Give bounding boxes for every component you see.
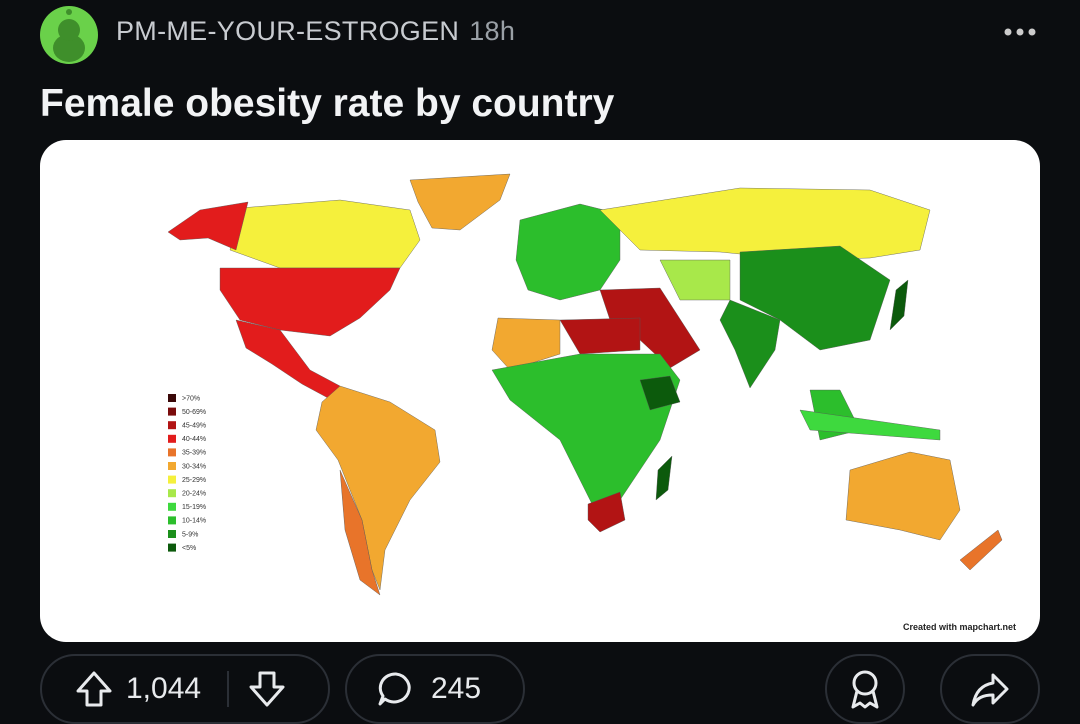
more-options[interactable] xyxy=(1000,22,1040,42)
legend-swatch xyxy=(168,502,176,511)
legend-label: 45-49% xyxy=(182,423,206,430)
legend-label: 5-9% xyxy=(182,531,198,538)
legend-label: 10-14% xyxy=(182,518,206,525)
legend-label: >70% xyxy=(182,395,200,402)
legend-swatch xyxy=(168,434,176,443)
legend-swatch xyxy=(168,516,176,525)
legend-label: 20-24% xyxy=(182,491,206,498)
legend-swatch xyxy=(168,489,176,498)
award-icon xyxy=(851,670,879,709)
legend-swatch xyxy=(168,475,176,484)
share-button[interactable] xyxy=(940,654,1040,724)
upvote-count: 1,044 xyxy=(126,672,202,705)
legend-swatch xyxy=(168,407,176,416)
legend-label: 15-19% xyxy=(182,504,206,511)
legend: >70% 50-69% 45-49% 40-44% 35-39% 30-34% 25-29%… xyxy=(168,394,206,552)
legend-swatch xyxy=(168,530,176,538)
legend-label: 30-34% xyxy=(182,463,206,470)
legend-swatch xyxy=(168,462,176,470)
legend-label: <5% xyxy=(182,545,196,552)
comment-count: 245 xyxy=(431,672,482,705)
award-button[interactable] xyxy=(825,654,905,724)
legend-label: 35-39% xyxy=(182,450,206,457)
share-icon xyxy=(971,673,1009,707)
author-name[interactable]: PM-ME-YOUR-ESTROGEN xyxy=(116,16,460,46)
divider xyxy=(227,671,230,707)
legend-label: 40-44% xyxy=(182,436,206,443)
image-credit: Created with mapchart.net xyxy=(903,622,1016,632)
downvote-button[interactable] xyxy=(247,669,287,709)
post-image[interactable]: >70% 50-69% 45-49% 40-44% 35-39% 30-34% 25-29%… xyxy=(40,140,1040,642)
vote-bar: 1,044 xyxy=(40,654,330,724)
legend-label: 25-29% xyxy=(182,477,206,484)
legend-swatch xyxy=(168,394,176,402)
legend-swatch xyxy=(168,448,176,457)
comments-button[interactable]: 245 xyxy=(345,654,525,724)
comment-icon xyxy=(378,672,411,706)
legend-swatch xyxy=(168,421,176,430)
map-regions xyxy=(167,173,1003,596)
upvote-button[interactable] xyxy=(74,669,114,709)
legend-label: 50-69% xyxy=(182,409,206,416)
legend-swatch xyxy=(168,543,176,552)
map: >70% 50-69% 45-49% 40-44% 35-39% 30-34% 25-29%… xyxy=(167,173,1016,632)
post-age: 18h xyxy=(469,16,516,46)
post-title: Female obesity rate by country xyxy=(40,82,615,125)
avatar[interactable] xyxy=(38,4,100,66)
post-header: PM-ME-YOUR-ESTROGEN 18h xyxy=(116,16,515,47)
